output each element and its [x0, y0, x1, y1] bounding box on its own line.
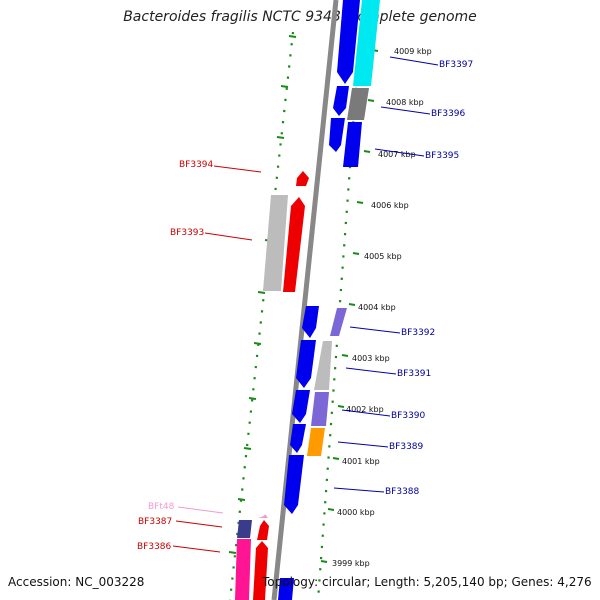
feature-block — [237, 520, 252, 538]
leader-trna — [177, 506, 224, 514]
gene-arrow — [257, 520, 269, 540]
gene-arrow — [343, 122, 362, 167]
gene-labels-left: BF3394 BF3393 BFt48 BF3387 BF3386 — [137, 160, 214, 552]
leaders-right — [333, 56, 439, 493]
gene-label-bf3394[interactable]: BF3394 — [179, 160, 214, 170]
gene-arrow — [302, 306, 319, 338]
feature-block — [263, 195, 288, 291]
tick-label: 4002 kbp — [346, 405, 384, 414]
gene-label-bf3396[interactable]: BF3396 — [431, 109, 466, 119]
feature-block — [311, 392, 329, 426]
leaders-left — [172, 165, 262, 553]
gene-arrow — [278, 578, 294, 600]
gene-arrow — [296, 171, 309, 186]
feature-block — [235, 539, 251, 600]
tick-label: 4004 kbp — [358, 303, 396, 312]
kbp-labels: 4009 kbp 4008 kbp 4007 kbp 4006 kbp 4005… — [332, 47, 432, 568]
tick-label: 4006 kbp — [371, 201, 409, 210]
reverse-genes — [235, 171, 309, 600]
gene-arrow — [290, 424, 306, 453]
gene-labels-right: BF3397 BF3396 BF3395 BF3392 BF3391 BF339… — [385, 60, 473, 497]
gene-arrow — [253, 541, 268, 600]
gene-arrow — [337, 0, 360, 84]
gene-label-bf3390[interactable]: BF3390 — [391, 411, 426, 421]
trna-marker — [258, 514, 268, 518]
gene-label-bf3393[interactable]: BF3393 — [170, 228, 204, 238]
tick-label: 3999 kbp — [332, 559, 370, 568]
accession-text: Accession: NC_003228 — [8, 575, 145, 589]
forward-genes — [278, 0, 362, 600]
feature-block — [314, 341, 332, 390]
map-title: Bacteroides fragilis NCTC 9343, complete… — [123, 9, 477, 25]
tick-label: 4009 kbp — [394, 47, 432, 56]
gene-label-bft48[interactable]: BFt48 — [148, 502, 175, 512]
gene-arrow — [284, 455, 304, 514]
feature-block — [307, 428, 325, 456]
topology-text: Topology: circular; Length: 5,205,140 bp… — [262, 575, 592, 589]
gene-arrow — [283, 197, 305, 292]
gene-label-bf3389[interactable]: BF3389 — [389, 442, 424, 452]
tick-label: 4008 kbp — [386, 98, 424, 107]
feature-block — [353, 0, 380, 86]
feature-block — [330, 308, 347, 336]
genome-backbone — [271, 0, 339, 600]
gene-arrow — [292, 390, 310, 423]
gene-label-bf3386[interactable]: BF3386 — [137, 542, 172, 552]
gene-label-bf3388[interactable]: BF3388 — [385, 487, 420, 497]
function-track-right — [307, 0, 380, 456]
gene-label-bf3395[interactable]: BF3395 — [425, 151, 459, 161]
gene-label-bf3397[interactable]: BF3397 — [439, 60, 473, 70]
gene-label-bf3392[interactable]: BF3392 — [401, 328, 435, 338]
gene-label-bf3391[interactable]: BF3391 — [397, 369, 431, 379]
tick-label: 4001 kbp — [342, 457, 380, 466]
tick-label: 4000 kbp — [337, 508, 375, 517]
tick-label: 4003 kbp — [352, 354, 390, 363]
gene-label-bf3387[interactable]: BF3387 — [138, 517, 172, 527]
gene-arrow — [296, 340, 316, 388]
gene-arrow — [333, 86, 349, 116]
tick-label: 4007 kbp — [378, 150, 416, 159]
gene-arrow — [329, 118, 345, 152]
tick-label: 4005 kbp — [364, 252, 402, 261]
feature-block — [347, 88, 369, 120]
